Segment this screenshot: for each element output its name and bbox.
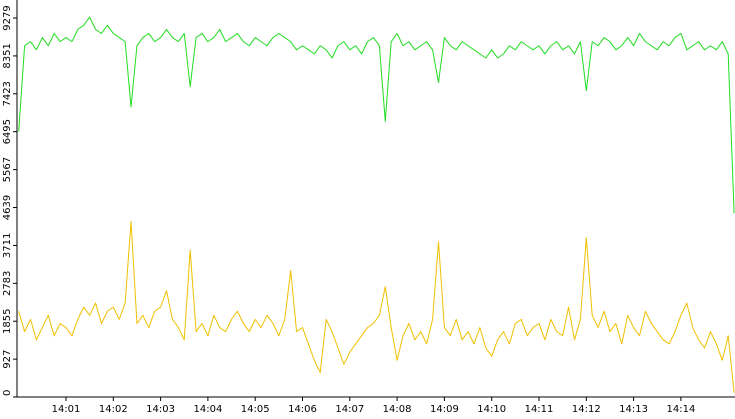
x-tick-label: 14:08 — [383, 404, 412, 415]
y-tick-label: 3711 — [2, 233, 13, 258]
x-tick-label: 14:10 — [477, 404, 506, 415]
y-tick-label: 7423 — [2, 81, 13, 106]
y-tick-label: 927 — [2, 350, 13, 369]
y-tick-label: 2783 — [2, 271, 13, 296]
x-tick-label: 14:14 — [666, 404, 695, 415]
x-tick-label: 14:05 — [241, 404, 270, 415]
series-line — [18, 220, 735, 393]
y-tick-label: 1855 — [2, 309, 13, 334]
x-tick-label: 14:01 — [52, 404, 81, 415]
x-tick-label: 14:09 — [430, 404, 459, 415]
x-tick-label: 14:03 — [146, 404, 175, 415]
y-tick-label: 6495 — [2, 119, 13, 144]
x-tick-label: 14:13 — [619, 404, 648, 415]
series-line — [18, 16, 735, 214]
y-tick-label: 4639 — [2, 195, 13, 220]
x-tick-label: 14:07 — [335, 404, 364, 415]
x-tick-label: 14:12 — [572, 404, 601, 415]
x-tick-label: 14:02 — [99, 404, 128, 415]
y-tick-label: 8351 — [2, 43, 13, 68]
x-tick-label: 14:06 — [288, 404, 317, 415]
y-tick-label: 0 — [2, 390, 13, 396]
x-tick-label: 14:11 — [525, 404, 554, 415]
y-tick-label: 5567 — [2, 157, 13, 182]
x-tick-label: 14:04 — [193, 404, 222, 415]
y-tick-label: 9279 — [2, 5, 13, 30]
